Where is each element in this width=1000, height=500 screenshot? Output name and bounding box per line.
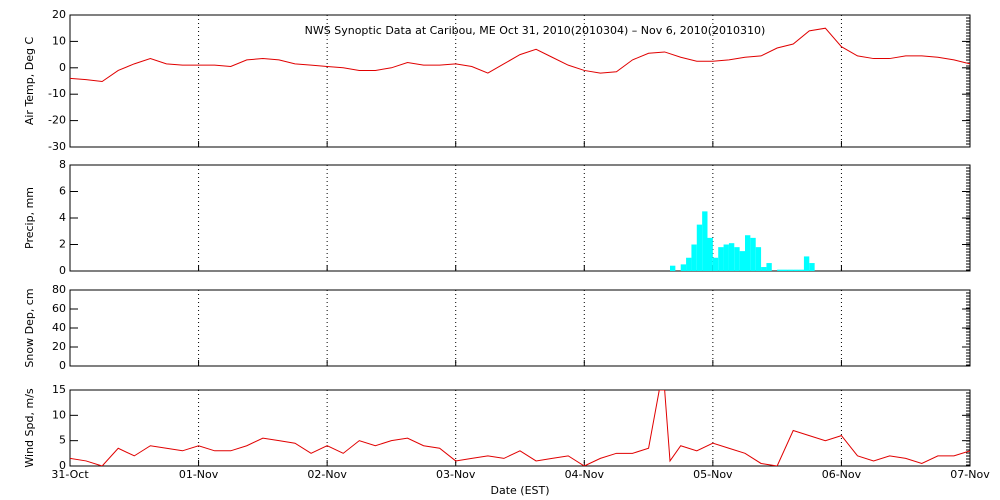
bar [761, 267, 767, 271]
y-tick-label: -20 [48, 114, 66, 127]
data-line [70, 27, 970, 83]
bar [809, 263, 815, 271]
y-tick-label: 5 [59, 434, 66, 447]
bar [787, 269, 794, 271]
bar [696, 224, 703, 271]
y-tick-label: 4 [59, 211, 66, 224]
x-tick-label: 01-Nov [179, 468, 219, 481]
bar [739, 251, 745, 271]
bar [750, 237, 756, 271]
y-tick-label: 40 [52, 321, 66, 334]
bar [718, 247, 724, 271]
bar [755, 247, 762, 271]
plot-frame [69, 164, 971, 272]
y-axis-label: Snow Dep, cm [23, 288, 36, 367]
bar [723, 244, 729, 271]
y-axis-label: Air Temp, Deg C [23, 37, 36, 126]
y-axis-label: Wind Spd, m/s [23, 388, 36, 468]
y-tick-label: 0 [59, 359, 66, 372]
x-tick-label: 02-Nov [307, 468, 347, 481]
x-axis-label: Date (EST) [490, 484, 549, 497]
y-tick-label: 60 [52, 302, 66, 315]
bar [691, 244, 697, 271]
y-tick-label: -10 [48, 87, 66, 100]
bar [680, 264, 687, 271]
bar [686, 257, 692, 271]
y-tick-label: 20 [52, 340, 66, 353]
bar [766, 263, 772, 271]
y-tick-label: 6 [59, 185, 66, 198]
y-tick-label: 10 [52, 34, 66, 47]
x-tick-label: 03-Nov [436, 468, 476, 481]
y-tick-label: 20 [52, 8, 66, 21]
bar [745, 235, 751, 271]
bar [782, 269, 788, 271]
bar [777, 269, 783, 271]
y-tick-label: 2 [59, 238, 66, 251]
bar [670, 265, 676, 271]
bar [712, 257, 719, 271]
y-tick-label: 0 [59, 459, 66, 472]
x-tick-label: 06-Nov [822, 468, 862, 481]
data-line [70, 390, 970, 466]
bar [803, 256, 810, 271]
y-axis-label: Precip, mm [23, 187, 36, 249]
y-tick-label: 15 [52, 383, 66, 396]
bar [734, 247, 740, 271]
y-tick-label: 80 [52, 283, 66, 296]
y-tick-label: 10 [52, 408, 66, 421]
bar [793, 269, 799, 271]
plot-frame [69, 389, 971, 467]
y-tick-label: 0 [59, 264, 66, 277]
x-tick-label: 05-Nov [693, 468, 733, 481]
bar [728, 243, 735, 271]
bar [798, 269, 804, 271]
bar [707, 237, 713, 271]
x-tick-label: 04-Nov [565, 468, 605, 481]
y-tick-label: 8 [59, 158, 66, 171]
bar [702, 211, 708, 271]
chart-title: NWS Synoptic Data at Caribou, ME Oct 31,… [305, 24, 766, 37]
y-tick-label: 0 [59, 61, 66, 74]
y-tick-label: -30 [48, 140, 66, 153]
x-tick-label: 07-Nov [950, 468, 990, 481]
plot-frame [69, 289, 971, 367]
x-tick-label: 31-Oct [51, 468, 89, 481]
